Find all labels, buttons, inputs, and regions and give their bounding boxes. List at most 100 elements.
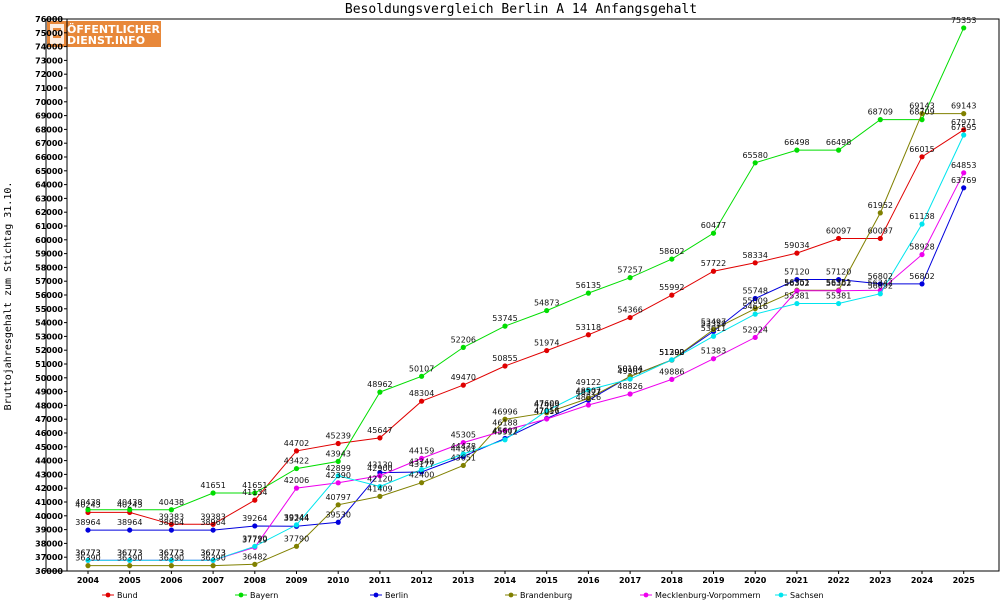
data-label-brandenburg: 56351 [784, 278, 809, 287]
y-tick-label: 66000 [35, 153, 63, 162]
data-point-sachsen [293, 522, 300, 528]
data-label-brandenburg: 53497 [701, 318, 726, 327]
data-label-brandenburg: 36390 [117, 554, 142, 563]
data-label-sachsen: 36773 [200, 548, 225, 557]
data-label-sachsen: 43346 [409, 458, 434, 467]
data-point-berlin [836, 276, 842, 283]
data-point-mecklenburg-vorpommern [419, 455, 425, 462]
data-point-bayern [127, 507, 133, 513]
legend-marker-berlin [373, 592, 379, 598]
data-label-sachsen: 42899 [325, 464, 350, 473]
data-point-sachsen [877, 291, 883, 297]
y-tick-label: 62000 [35, 208, 63, 217]
data-label-brandenburg: 47469 [534, 401, 559, 410]
data-label-bund: 59034 [784, 241, 809, 250]
data-label-bund: 45647 [367, 426, 392, 435]
data-point-bayern [377, 389, 383, 395]
data-label-bayern: 68709 [868, 108, 893, 117]
y-tick-label: 61000 [35, 222, 63, 231]
x-tick-label: 2021 [786, 576, 809, 585]
data-label-bund: 39383 [159, 512, 184, 521]
data-point-sachsen [836, 300, 842, 307]
data-point-mecklenburg-vorpommern [919, 251, 925, 258]
data-label-berlin: 50104 [617, 364, 642, 373]
data-point-bayern [836, 147, 842, 153]
data-label-sachsen: 67595 [951, 123, 976, 132]
data-label-bayern: 53745 [492, 314, 517, 323]
x-tick-label: 2011 [369, 576, 392, 585]
data-point-mecklenburg-vorpommern [752, 334, 758, 341]
data-label-bayern: 57257 [617, 266, 642, 275]
data-point-bayern [85, 507, 91, 513]
data-label-brandenburg: 37790 [284, 534, 309, 543]
data-point-sachsen [168, 557, 174, 563]
data-point-sachsen [335, 473, 341, 479]
data-label-bayern: 50107 [409, 364, 434, 373]
data-point-mecklenburg-vorpommern [627, 391, 633, 397]
data-point-bund [460, 382, 466, 388]
y-tick-label: 36000 [35, 567, 63, 576]
y-tick-label: 75000 [35, 29, 63, 38]
data-label-mecklenburg-vorpommern: 42006 [284, 476, 309, 485]
data-label-sachsen: 53011 [701, 324, 726, 333]
data-label-bund: 40243 [75, 500, 100, 509]
y-tick-label: 73000 [35, 56, 63, 65]
data-label-bayern: 54873 [534, 299, 559, 308]
data-point-brandenburg [419, 480, 425, 486]
y-tick-label: 49000 [35, 388, 63, 397]
data-label-bayern: 68709 [909, 108, 934, 117]
data-point-bund [627, 314, 633, 321]
data-point-bund [544, 347, 550, 354]
y-tick-label: 44000 [35, 457, 63, 466]
x-tick-label: 2016 [577, 576, 600, 585]
legend-label-bayern: Bayern [250, 591, 278, 600]
y-tick-label: 45000 [35, 443, 63, 452]
data-label-sachsen: 42120 [367, 475, 392, 484]
data-point-mecklenburg-vorpommern [585, 402, 592, 408]
data-point-bayern [961, 25, 967, 31]
data-point-bund [377, 435, 383, 441]
data-point-brandenburg [502, 416, 508, 422]
legend-label-berlin: Berlin [385, 591, 408, 600]
data-label-bayern: 43422 [284, 457, 309, 466]
data-point-brandenburg [85, 563, 91, 569]
data-label-sachsen: 51302 [659, 348, 684, 357]
y-tick-label: 64000 [35, 181, 63, 190]
data-point-sachsen [252, 543, 258, 549]
data-label-bayern: 48962 [367, 380, 392, 389]
y-tick-label: 40000 [35, 512, 63, 521]
data-label-brandenburg: 36390 [159, 554, 184, 563]
y-tick-label: 42000 [35, 484, 63, 493]
data-label-mecklenburg-vorpommern: 44159 [409, 446, 434, 455]
data-label-mecklenburg-vorpommern: 42900 [367, 464, 392, 473]
series-line-berlin [88, 187, 965, 531]
data-point-sachsen [544, 408, 550, 414]
data-point-berlin [127, 527, 133, 533]
data-label-berlin: 38964 [75, 518, 100, 527]
data-label-brandenburg: 43651 [451, 453, 476, 462]
y-tick-label: 69000 [35, 112, 63, 121]
data-label-sachsen: 49907 [617, 367, 642, 376]
data-label-berlin: 38964 [159, 518, 184, 527]
data-label-brandenburg: 51290 [659, 348, 684, 357]
data-label-bayern: 40438 [75, 498, 100, 507]
data-label-bund: 48304 [409, 389, 434, 398]
data-point-bayern [752, 160, 758, 166]
data-point-sachsen [460, 451, 466, 457]
legend-marker-brandenburg [508, 592, 514, 598]
y-tick-label: 54000 [35, 319, 63, 328]
data-label-sachsen: 45512 [492, 428, 517, 437]
data-labels-layer: 40243 40243 39383 39383 41134 44702 45239 45647… [75, 16, 976, 563]
data-label-mecklenburg-vorpommern: 56302 [784, 279, 809, 288]
data-label-sachsen: 44478 [451, 442, 476, 451]
chart-title: Besoldungsvergleich Berlin A 14 Anfangsg… [345, 2, 697, 17]
data-label-mecklenburg-vorpommern: 56342 [868, 278, 893, 287]
data-point-berlin [335, 519, 341, 525]
data-point-berlin [752, 295, 758, 302]
data-label-bund: 54366 [617, 306, 642, 315]
logo-mark-stripe-2 [53, 35, 61, 38]
data-label-bayern: 56135 [576, 281, 601, 290]
y-tick-label: 39000 [35, 526, 63, 535]
data-label-mecklenburg-vorpommern: 36773 [200, 548, 225, 557]
x-tick-label: 2010 [327, 576, 350, 585]
